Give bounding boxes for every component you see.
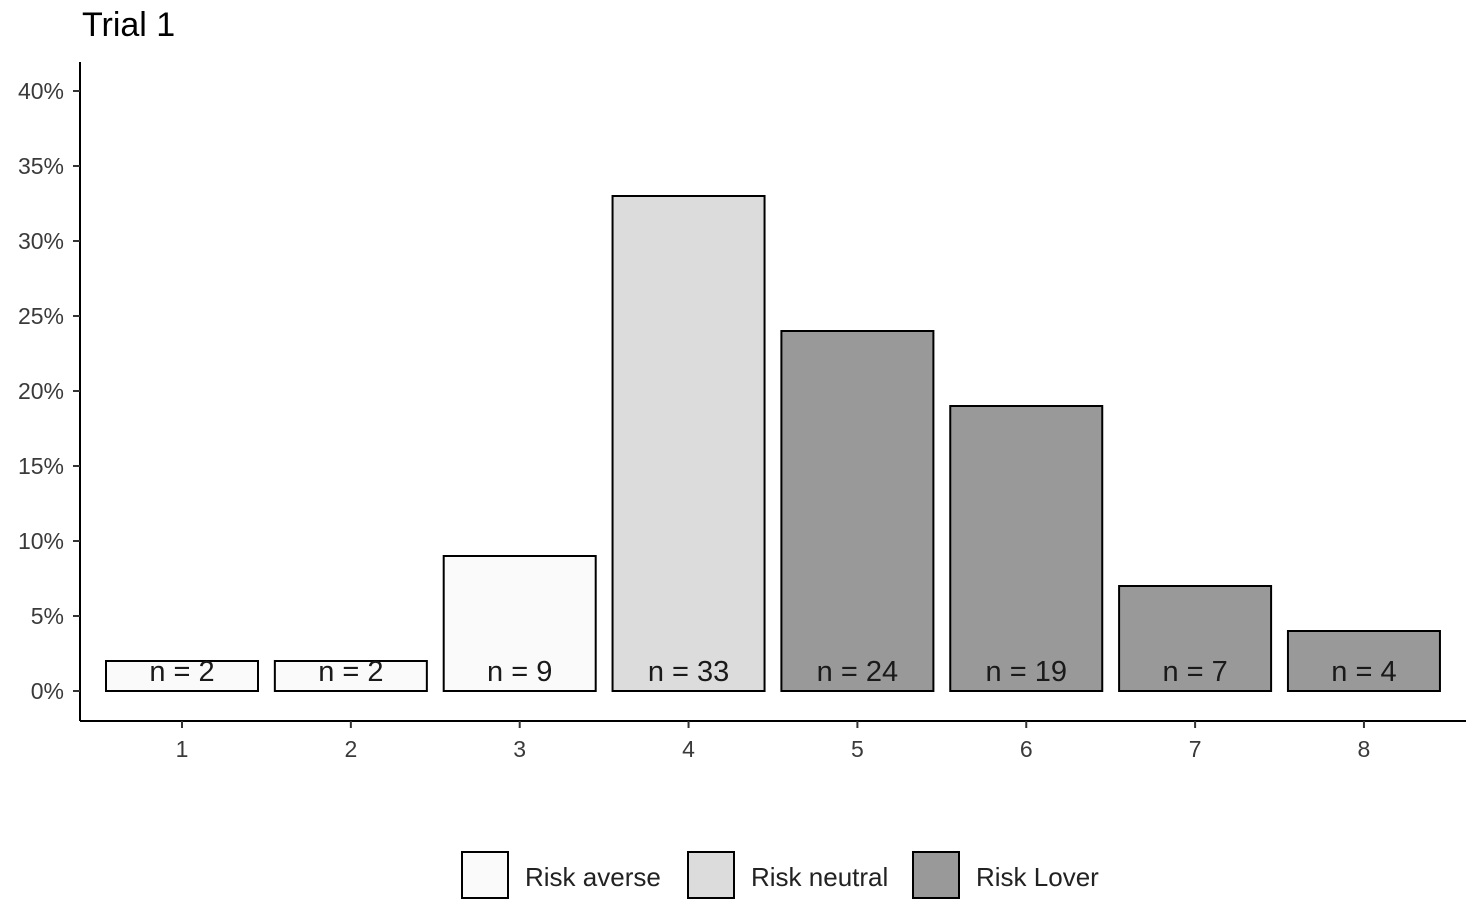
bar (442, 555, 597, 692)
y-tick-label: 30% (18, 228, 64, 254)
bar (611, 195, 766, 692)
legend-label: Risk Lover (976, 862, 1099, 892)
legend-key (461, 851, 509, 899)
chart-title: Trial 1 (82, 6, 175, 44)
legend: Risk averse Risk neutral Risk Lover (461, 851, 1099, 899)
bar-data-label: n = 2 (318, 656, 383, 688)
y-tick-label: 20% (18, 378, 64, 404)
bar-data-label: n = 24 (817, 656, 898, 688)
x-tick-label: 8 (1358, 736, 1371, 762)
x-tick-label: 2 (344, 736, 357, 762)
bar (273, 660, 428, 692)
bar (1286, 630, 1441, 692)
bars (105, 195, 1441, 692)
x-tick-label: 1 (176, 736, 189, 762)
y-tick-label: 35% (18, 153, 64, 179)
y-tick-label: 0% (31, 678, 64, 704)
bar (1118, 585, 1273, 692)
legend-key (912, 851, 960, 899)
bar-data-label: n = 9 (487, 656, 552, 688)
bar-data-label: n = 7 (1162, 656, 1227, 688)
bar (949, 405, 1104, 692)
bar-labels: n = 2 n = 2 n = 9 n = 33 n = 24 n = 19 n = 7 n … (149, 656, 1396, 688)
x-tick-label: 4 (682, 736, 695, 762)
y-tick-label: 25% (18, 303, 64, 329)
x-tick-label: 3 (513, 736, 526, 762)
legend-key (687, 851, 735, 899)
y-tick-label: 15% (18, 453, 64, 479)
bar-data-label: n = 19 (986, 656, 1067, 688)
bar-data-label: n = 4 (1331, 656, 1396, 688)
y-tick-label: 5% (31, 603, 64, 629)
bar (105, 660, 259, 692)
x-tick-label: 6 (1020, 736, 1033, 762)
bar (780, 330, 935, 692)
y-tick-label: 10% (18, 528, 64, 554)
axes: 0% 5% 10% 15% 20% 25% 30% 35% 40% 1 2 3 4 5 6 7 8 (18, 62, 1466, 762)
legend-label: Risk neutral (751, 862, 888, 892)
x-tick-label: 5 (851, 736, 864, 762)
y-tick-label: 40% (18, 78, 64, 104)
x-tick-label: 7 (1189, 736, 1202, 762)
legend-label: Risk averse (525, 862, 661, 892)
bar-data-label: n = 33 (648, 656, 729, 688)
bar-data-label: n = 2 (149, 656, 214, 688)
